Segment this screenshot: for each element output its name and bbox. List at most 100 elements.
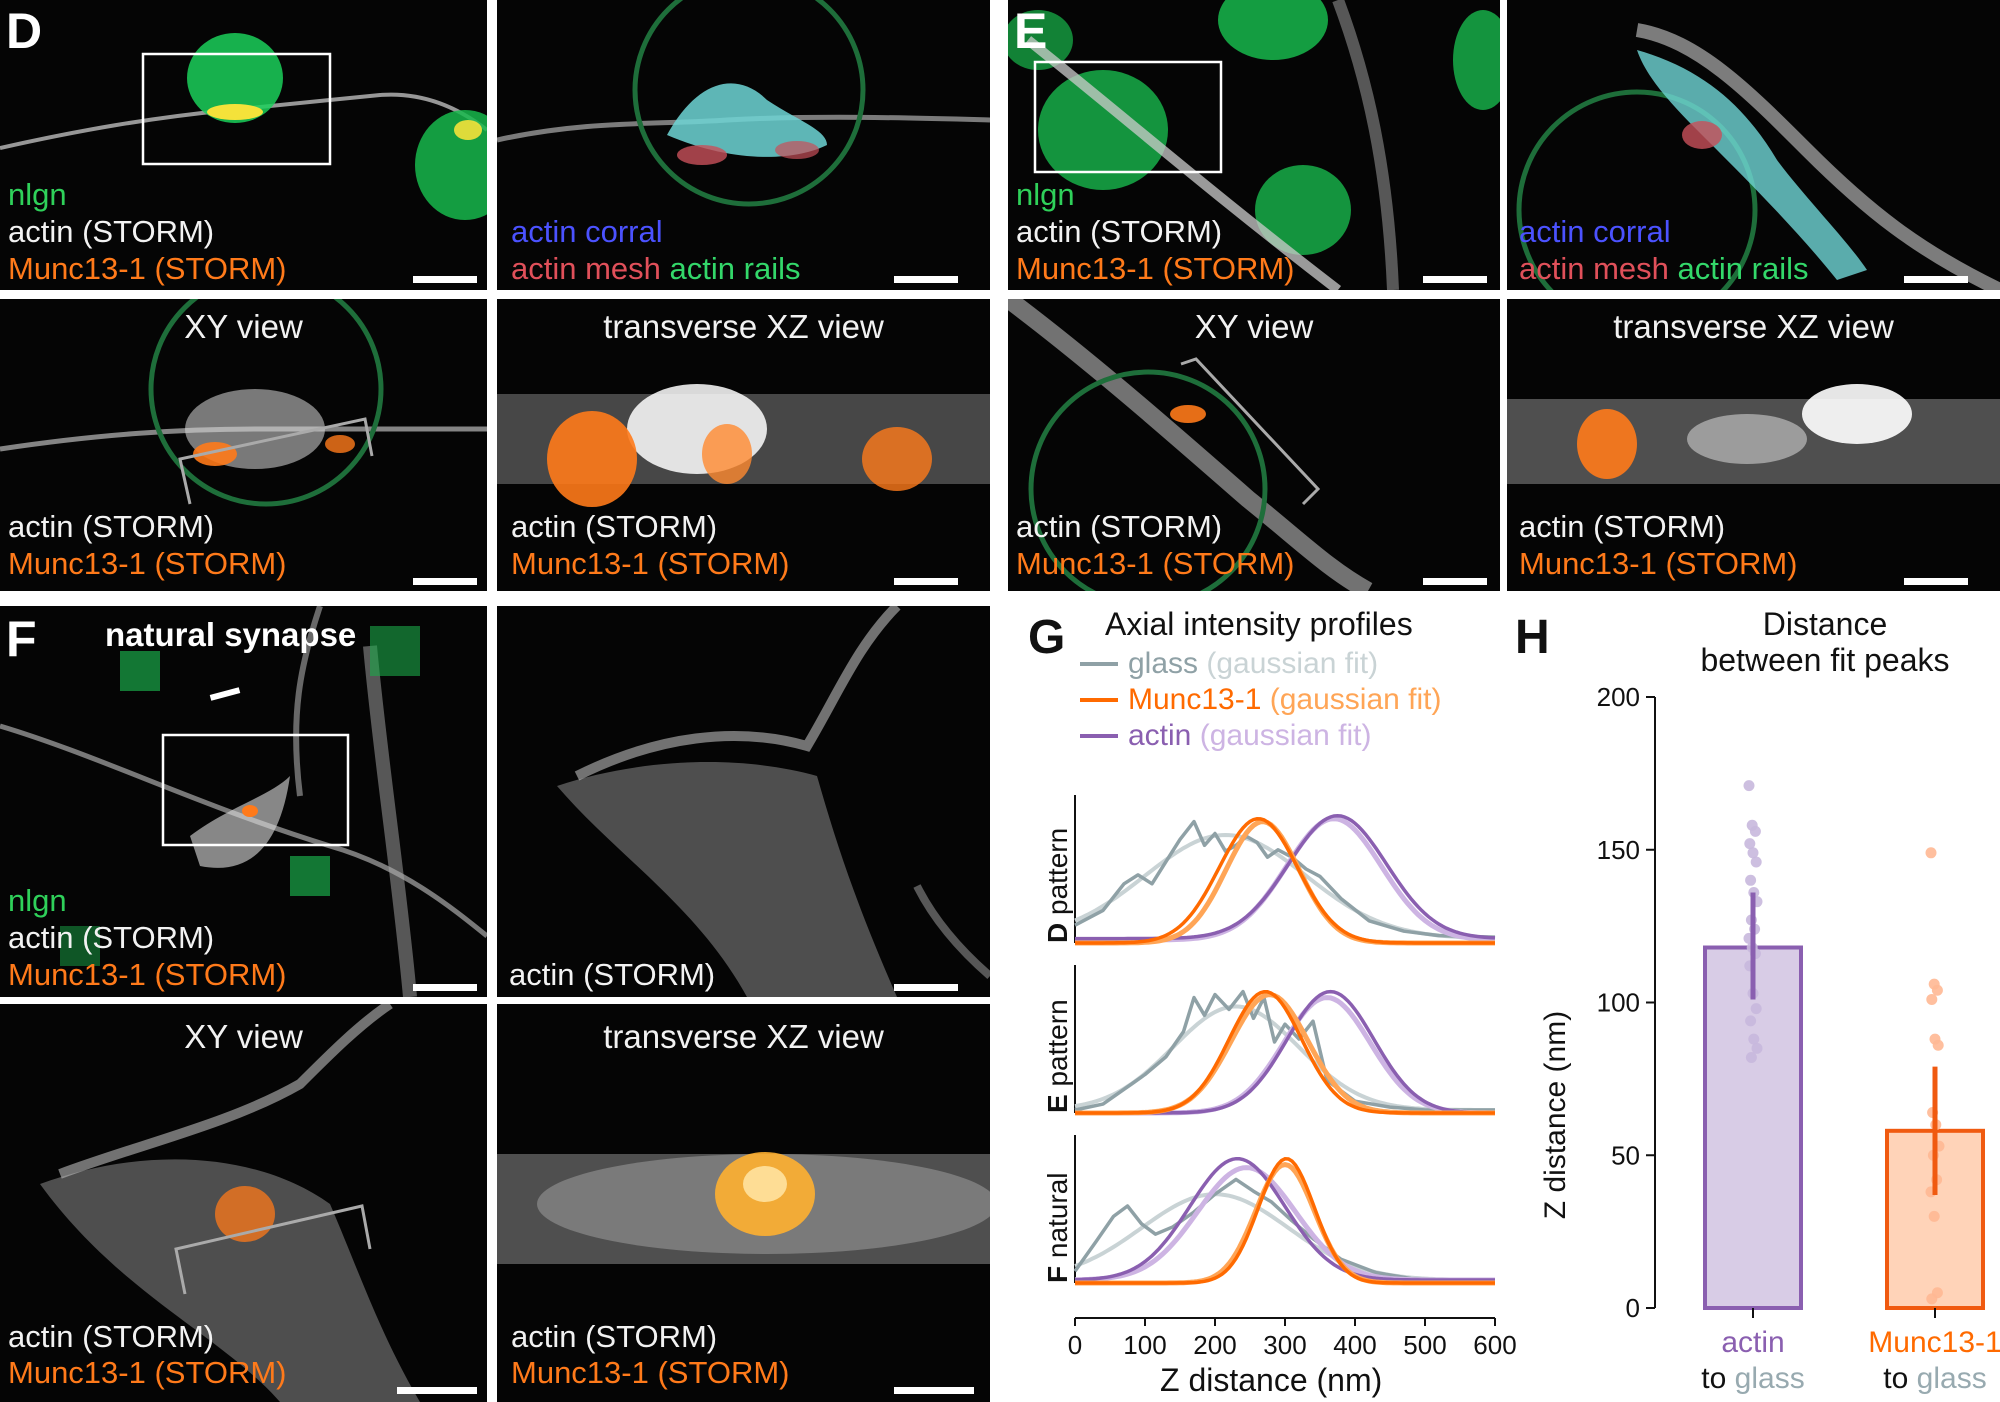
legend-name: glass <box>1128 647 1206 680</box>
data-point <box>1928 1210 1940 1222</box>
panel-letter-h: H <box>1515 611 1550 664</box>
row-label-letter: F <box>1042 1266 1073 1283</box>
x-tick-label: 0 <box>1068 1330 1082 1360</box>
legend-nlgn: nlgn <box>8 883 67 918</box>
legend-munc: Munc13-1 (STORM) <box>8 957 287 992</box>
legend-nlgn: nlgn <box>1016 177 1075 212</box>
legend-actin: actin (STORM) <box>1016 509 1223 544</box>
munc-raw-line <box>1075 817 1495 945</box>
category-to: to <box>1883 1362 1916 1395</box>
profile-row: F natural <box>1042 1135 1495 1286</box>
scale-bar <box>894 578 958 585</box>
view-title: transverse XZ view <box>603 1018 884 1055</box>
row-label-rest: natural <box>1042 1172 1073 1265</box>
x-tick-label: 300 <box>1263 1330 1306 1360</box>
legend-name: Munc13-1 <box>1128 683 1270 716</box>
chart-title-line1: Distance <box>1763 606 1888 642</box>
data-point <box>1745 1015 1757 1027</box>
scale-bar <box>894 276 958 283</box>
y-tick-label: 50 <box>1611 1140 1640 1170</box>
y-tick-label: 100 <box>1597 988 1640 1018</box>
legend-fit: (gaussian fit) <box>1200 719 1372 752</box>
panel-e-nlgn-overlay: E nlgn actin (STORM) Munc13-1 (STORM) <box>1008 0 1500 290</box>
actin-raw-line <box>1074 1156 1495 1282</box>
legend-actin: actin (STORM) <box>511 1319 718 1354</box>
row-label-rest: pattern <box>1042 828 1073 923</box>
panel-e-xz-view: transverse XZ view actin (STORM) Munc13-… <box>1507 299 2000 591</box>
view-title: XY view <box>1194 308 1314 345</box>
scale-bar <box>413 578 477 585</box>
legend-name: actin <box>1128 719 1200 752</box>
panel-letter-g: G <box>1028 611 1065 664</box>
panel-d-nlgn-overlay: D nlgn actin (STORM) Munc13-1 (STORM) <box>0 0 487 290</box>
panel-letter-f: F <box>6 611 37 667</box>
scale-bar <box>1423 578 1487 585</box>
scale-bar <box>1904 276 1968 283</box>
panel-f-xy-view: XY view actin (STORM) Munc13-1 (STORM) <box>0 1004 487 1402</box>
data-point <box>1747 847 1759 859</box>
scale-bar <box>397 1387 477 1394</box>
legend-actin-rails: actin rails <box>669 251 801 286</box>
row-label-letter: E <box>1042 1094 1073 1113</box>
y-tick-label: 0 <box>1626 1293 1640 1323</box>
category-label: actin <box>1721 1326 1784 1359</box>
legend-entry: Munc13-1 (gaussian fit) <box>1128 683 1442 716</box>
view-title: XY view <box>184 1018 303 1055</box>
x-tick-label: 500 <box>1403 1330 1446 1360</box>
glass-raw-line <box>1073 1177 1495 1282</box>
data-point <box>1925 847 1937 859</box>
actin-raw-line <box>1075 813 1496 941</box>
data-point <box>1750 1003 1762 1015</box>
legend-munc: Munc13-1 (STORM) <box>8 1355 287 1390</box>
legend-munc: Munc13-1 (STORM) <box>1016 251 1295 286</box>
category-label-to: to glass <box>1701 1362 1804 1395</box>
legend-munc: Munc13-1 (STORM) <box>511 1355 790 1390</box>
legend-actin-corral: actin corral <box>511 214 663 249</box>
x-axis-label: Z distance (nm) <box>1160 1362 1382 1398</box>
legend-actin: actin (STORM) <box>509 957 716 992</box>
legend-actin: actin (STORM) <box>511 509 718 544</box>
munc-fit-line <box>1075 992 1495 1116</box>
chart-title: Axial intensity profiles <box>1105 606 1413 642</box>
panel-d-actin-classes: actin corral actin mesh actin rails <box>497 0 990 290</box>
legend-actin: actin (STORM) <box>1016 214 1223 249</box>
data-point <box>1932 1039 1944 1051</box>
x-tick-label: 200 <box>1193 1330 1236 1360</box>
category-glass: glass <box>1917 1362 1987 1395</box>
view-title: XY view <box>184 308 303 345</box>
legend-actin: actin (STORM) <box>8 214 215 249</box>
bars <box>1703 780 1985 1318</box>
legend-munc: Munc13-1 (STORM) <box>8 251 287 286</box>
data-point <box>1751 1042 1763 1054</box>
row-label-letter: D <box>1042 923 1073 943</box>
data-point <box>1750 856 1762 868</box>
panel-letter-e: E <box>1014 3 1048 59</box>
legend-actin: actin (STORM) <box>8 509 215 544</box>
chart-g-axial-profiles: G Axial intensity profiles glass (gaussi… <box>1028 606 1517 1398</box>
profile-row: D pattern <box>1042 795 1496 946</box>
munc-raw-line <box>1075 989 1495 1115</box>
panel-e-actin-classes: actin corral actin mesh actin rails <box>1507 0 2000 290</box>
scale-bar <box>413 276 477 283</box>
scale-bar <box>1904 578 1968 585</box>
panel-e-xy-view: XY view actin (STORM) Munc13-1 (STORM) <box>1008 299 1500 591</box>
x-axis: 0 100 200 300 400 500 600 <box>1068 1317 1517 1360</box>
chart-rows: D pattern E pattern F natural <box>1042 795 1496 1286</box>
chart-legend: glass (gaussian fit)Munc13-1 (gaussian f… <box>1080 647 1442 752</box>
chart-title-line2: between fit peaks <box>1700 642 1949 678</box>
legend-munc: Munc13-1 (STORM) <box>8 546 287 581</box>
category-to: to <box>1701 1362 1734 1395</box>
legend-munc: Munc13-1 (STORM) <box>1519 546 1798 581</box>
y-tick-label: 150 <box>1597 835 1640 865</box>
category-glass: glass <box>1735 1362 1805 1395</box>
panel-d-xz-view: transverse XZ view actin (STORM) Munc13-… <box>497 299 990 591</box>
x-tick-label: 100 <box>1123 1330 1166 1360</box>
y-axis-label: Z distance (nm) <box>1539 1011 1572 1219</box>
data-point <box>1749 825 1761 837</box>
panel-f-nlgn-overlay: F natural synapse nlgn actin (STORM) Mun… <box>0 606 487 997</box>
scale-bar <box>413 984 477 991</box>
scale-bar <box>894 984 958 991</box>
x-tick-label: 400 <box>1333 1330 1376 1360</box>
data-point <box>1931 984 1943 996</box>
